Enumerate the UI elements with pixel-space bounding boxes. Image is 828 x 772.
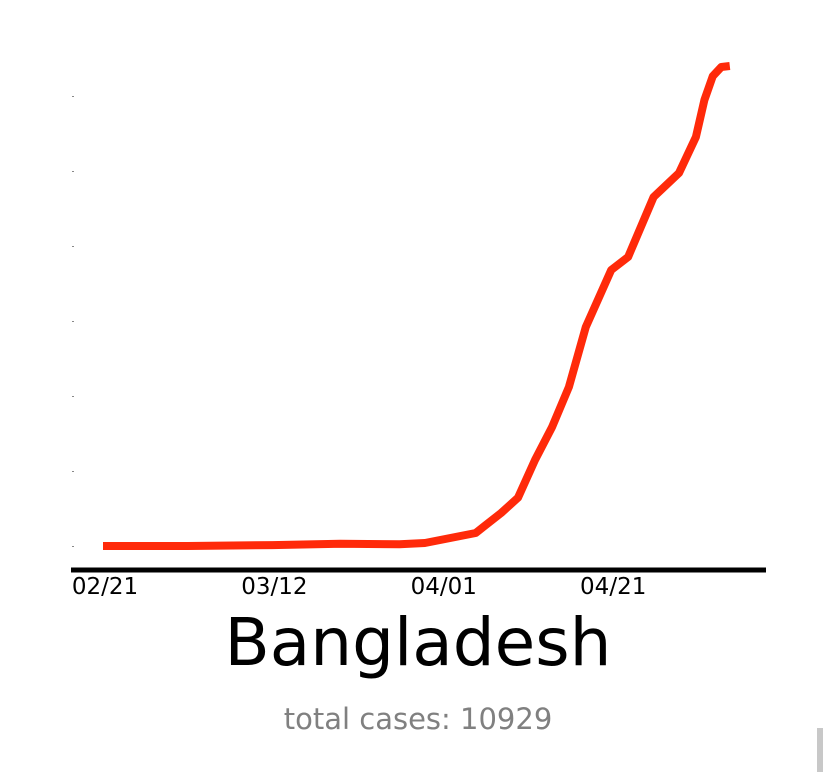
y-tick-mark: [72, 171, 74, 172]
x-axis-tick-labels: 02/21 03/12 04/01 04/21: [72, 574, 646, 600]
x-tick-label: 04/01: [411, 574, 477, 600]
chart-title: Bangladesh: [224, 604, 612, 681]
cases-series-line: [103, 62, 731, 550]
y-tick-mark: [72, 96, 74, 97]
y-axis-ticks: [72, 96, 74, 547]
x-tick-label: 02/21: [72, 574, 138, 600]
scrollbar-edge: [817, 728, 823, 772]
y-tick-mark: [72, 246, 74, 247]
total-cases-subtitle: total cases: 10929: [283, 702, 553, 736]
y-tick-mark: [72, 471, 74, 472]
x-tick-label: 03/12: [241, 574, 307, 600]
cases-line-chart: 02/21 03/12 04/01 04/21: [71, 62, 766, 600]
x-tick-label: 04/21: [580, 574, 646, 600]
y-tick-mark: [72, 321, 74, 322]
y-tick-mark: [72, 546, 74, 547]
y-tick-mark: [72, 396, 74, 397]
